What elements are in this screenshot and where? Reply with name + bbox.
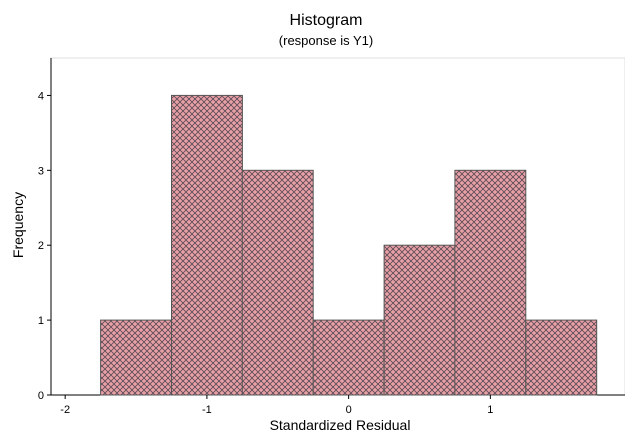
y-tick-label: 4 xyxy=(38,90,44,102)
histogram-bar xyxy=(171,94,243,396)
y-tick-label: 1 xyxy=(38,315,44,327)
x-tick-label: 1 xyxy=(487,404,493,416)
x-axis-label: Standardized Residual xyxy=(270,417,411,433)
chart-title: Histogram xyxy=(290,12,363,29)
chart-subtitle: (response is Y1) xyxy=(279,33,373,48)
x-tick-label: 0 xyxy=(346,404,352,416)
histogram-bar xyxy=(100,319,172,396)
x-tick-label: -2 xyxy=(60,404,70,416)
y-axis-ticks: 0 1 2 3 4 xyxy=(38,90,51,402)
histogram-bar xyxy=(454,169,527,396)
histogram-bars xyxy=(100,94,598,396)
y-tick-label: 2 xyxy=(38,240,44,252)
histogram-bar xyxy=(312,319,385,396)
y-tick-label: 0 xyxy=(38,390,44,402)
y-axis-label: Frequency xyxy=(10,192,26,258)
histogram-bar xyxy=(383,244,456,396)
histogram-bar xyxy=(241,169,314,396)
histogram-bar xyxy=(525,319,598,396)
y-tick-label: 3 xyxy=(38,165,44,177)
x-tick-label: -1 xyxy=(202,404,212,416)
